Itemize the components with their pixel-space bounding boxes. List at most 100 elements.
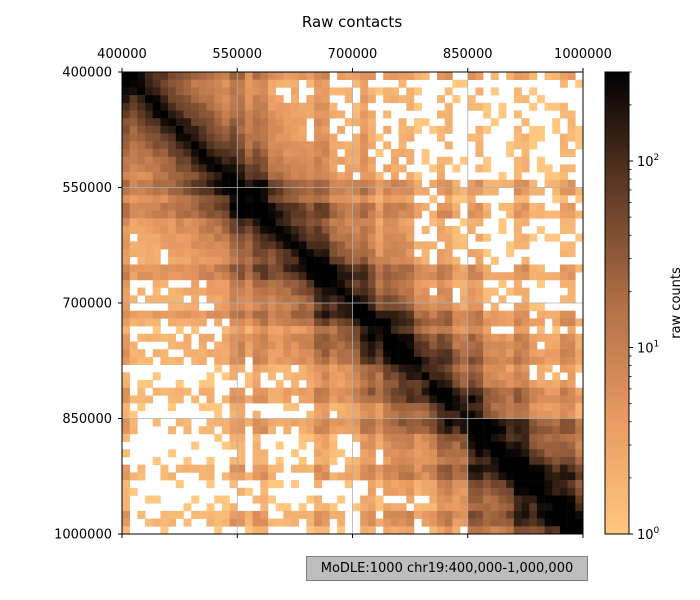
heatmap-cell — [390, 310, 399, 319]
heatmap-cell — [360, 449, 369, 458]
heatmap-cell — [344, 87, 353, 96]
heatmap-cell — [529, 410, 538, 419]
heatmap-cell — [413, 326, 422, 335]
heatmap-cell — [260, 526, 269, 534]
heatmap-cell — [344, 403, 353, 412]
heatmap-cell — [552, 172, 561, 181]
heatmap-cell — [237, 403, 246, 412]
heatmap-cell — [483, 187, 492, 196]
heatmap-cell — [206, 403, 215, 412]
heatmap-cell — [229, 118, 238, 127]
heatmap-cell — [329, 241, 338, 250]
heatmap-cell — [267, 249, 276, 258]
heatmap-cell — [291, 218, 300, 227]
heatmap-cell — [160, 333, 169, 342]
heatmap-cell — [475, 141, 484, 150]
heatmap-cell — [575, 495, 583, 504]
heatmap-cell — [352, 202, 361, 211]
heatmap-cell — [498, 372, 507, 381]
heatmap-cell — [168, 110, 177, 119]
heatmap-cell — [367, 372, 376, 381]
heatmap-cell — [390, 164, 399, 173]
heatmap-cell — [122, 510, 130, 519]
heatmap-cell — [229, 464, 238, 473]
heatmap-cell — [175, 310, 184, 319]
heatmap-cell — [390, 241, 399, 250]
heatmap-cell — [375, 480, 384, 489]
heatmap-cell — [321, 156, 330, 165]
heatmap-cell — [206, 295, 215, 304]
heatmap-cell — [237, 433, 246, 442]
heatmap-cell — [513, 395, 522, 404]
heatmap-cell — [567, 218, 576, 227]
heatmap-cell — [198, 233, 207, 242]
heatmap-cell — [460, 195, 469, 204]
heatmap-cell — [344, 164, 353, 173]
heatmap-cell — [337, 210, 346, 219]
heatmap-cell — [145, 241, 154, 250]
heatmap-cell — [321, 210, 330, 219]
heatmap-cell — [191, 264, 200, 273]
heatmap-cell — [498, 272, 507, 281]
heatmap-cell — [160, 72, 169, 80]
heatmap-cell — [567, 526, 576, 534]
heatmap-cell — [344, 218, 353, 227]
heatmap-cell — [521, 518, 530, 527]
heatmap-cell — [298, 110, 307, 119]
heatmap-cell — [206, 164, 215, 173]
heatmap-cell — [567, 380, 576, 388]
heatmap-cell — [367, 241, 376, 250]
heatmap-cell — [467, 464, 476, 473]
heatmap-cell — [267, 87, 276, 96]
heatmap-cell — [444, 279, 453, 288]
heatmap-cell — [191, 195, 200, 204]
heatmap-cell — [137, 210, 146, 219]
heatmap-cell — [314, 149, 323, 157]
heatmap-cell — [490, 356, 499, 365]
heatmap-cell — [145, 87, 154, 96]
heatmap-cell — [444, 310, 453, 319]
heatmap-cell — [214, 495, 223, 504]
heatmap-cell — [252, 287, 261, 296]
heatmap-cell — [367, 233, 376, 242]
heatmap-cell — [237, 326, 246, 335]
heatmap-cell — [413, 303, 422, 311]
heatmap-cell — [183, 218, 192, 227]
heatmap-cell — [383, 287, 392, 296]
heatmap-cell — [260, 318, 269, 327]
heatmap-cell — [398, 210, 407, 219]
heatmap-cell — [191, 295, 200, 304]
heatmap-cell — [498, 333, 507, 342]
heatmap-cell — [183, 287, 192, 296]
heatmap-cell — [521, 426, 530, 435]
heatmap-cell — [390, 380, 399, 388]
heatmap-cell — [475, 295, 484, 304]
heatmap-cell — [283, 226, 292, 234]
heatmap-cell — [183, 503, 192, 512]
heatmap-cell — [398, 349, 407, 358]
heatmap-cell — [536, 210, 545, 219]
heatmap-cell — [306, 172, 315, 181]
heatmap-cell — [475, 472, 484, 481]
heatmap-cell — [291, 102, 300, 111]
heatmap-cell — [244, 287, 253, 296]
heatmap-cell — [344, 272, 353, 281]
heatmap-cell — [337, 110, 346, 119]
heatmap-cell — [229, 410, 238, 419]
heatmap-cell — [437, 156, 445, 165]
heatmap-cell — [390, 480, 399, 489]
heatmap-cell — [260, 256, 269, 265]
heatmap-cell — [398, 187, 407, 196]
heatmap-cell — [390, 341, 399, 350]
heatmap-cell — [283, 149, 292, 157]
heatmap-cell — [498, 318, 507, 327]
heatmap-cell — [521, 149, 530, 157]
heatmap-cell — [444, 249, 453, 258]
heatmap-cell — [206, 264, 215, 273]
heatmap-cell — [398, 433, 407, 442]
heatmap-cell — [367, 418, 376, 427]
heatmap-cell — [267, 356, 276, 365]
heatmap-cell — [567, 187, 576, 196]
heatmap-cell — [398, 249, 407, 258]
heatmap-cell — [437, 433, 445, 442]
